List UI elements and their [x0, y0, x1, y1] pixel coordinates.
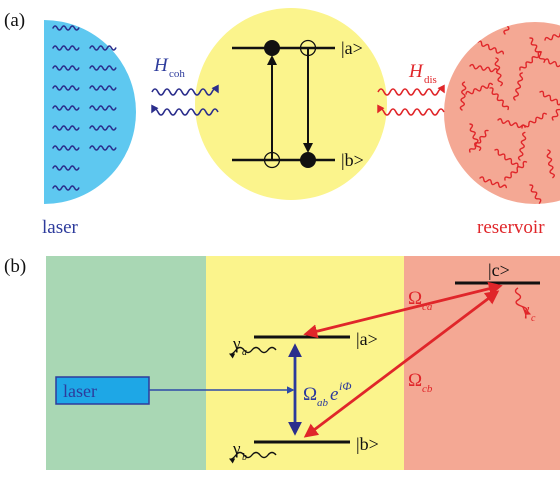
reservoir-thermal-wave: [468, 129, 489, 153]
gamma-c-subscript: c: [531, 313, 536, 324]
reservoir-thermal-wave: [539, 90, 560, 107]
level-b-label-b: |b>: [356, 434, 379, 454]
coherent-coupling-waves: [151, 84, 219, 116]
empty-state-a: [299, 39, 317, 57]
h-coh-subscript: coh: [169, 68, 185, 80]
panel-a-label: (a): [4, 10, 25, 31]
reservoir-thermal-wave: [519, 50, 543, 71]
dissipative-wave-left: [377, 104, 445, 116]
laser-photon-wave: [52, 85, 80, 91]
reservoir-thermal-wave: [497, 118, 526, 129]
omega-ab-subscript: ab: [317, 397, 329, 409]
level-a-label: |a>: [341, 38, 363, 58]
reservoir-thermal-waves: [459, 22, 560, 204]
empty-state-b: [263, 151, 281, 169]
reservoir-thermal-wave: [521, 112, 547, 129]
laser-box: [55, 376, 150, 405]
gamma-a-subscript: a: [242, 347, 247, 358]
panel-b-label: (b): [4, 256, 26, 277]
laser-photon-wave: [52, 105, 80, 111]
reservoir-thermal-wave: [529, 184, 546, 204]
laser-photon-wave: [89, 125, 117, 131]
laser-photon-wave: [52, 145, 80, 151]
reservoir-thermal-wave: [517, 131, 527, 161]
coherent-wave-right: [151, 84, 219, 96]
laser-photon-wave: [52, 25, 80, 31]
green-region: [46, 256, 206, 470]
reservoir-thermal-wave: [544, 58, 560, 71]
reservoir-thermal-wave: [469, 123, 482, 152]
laser-photon-waves: [52, 25, 117, 191]
filled-electron-b: [300, 152, 316, 168]
reservoir-thermal-wave: [477, 40, 505, 55]
dissipative-wave-right: [377, 84, 445, 96]
omega-ca-label: Ω ca: [408, 288, 433, 313]
omega-cb-symbol: Ω: [408, 370, 422, 391]
h-coh-label: H coh: [153, 55, 185, 80]
laser-photon-wave: [52, 185, 80, 191]
reservoir-thermal-wave: [489, 87, 510, 111]
decay-gamma-a-wave: [228, 346, 277, 359]
dissipative-coupling-waves: [377, 84, 445, 116]
omega-ca-subscript: ca: [422, 301, 433, 313]
reservoir-thermal-wave: [494, 57, 503, 87]
reservoir-thermal-wave: [546, 149, 555, 179]
laser-photon-wave: [52, 125, 80, 131]
reservoir-disk: [444, 22, 560, 204]
gamma-c-symbol: γ: [521, 300, 530, 319]
reservoir-thermal-wave: [551, 95, 560, 121]
filled-electron-a: [264, 40, 280, 56]
reservoir-thermal-wave: [504, 160, 528, 181]
h-dis-label: H dis: [408, 61, 437, 86]
reservoir-label: reservoir: [477, 217, 545, 238]
salmon-region: [404, 256, 560, 470]
reservoir-thermal-wave: [529, 37, 546, 63]
level-c-label: |c>: [488, 260, 510, 280]
reservoir-thermal-wave: [465, 82, 494, 95]
laser-photon-wave: [89, 45, 117, 51]
gamma-a-symbol: γ: [232, 334, 241, 353]
laser-photon-wave: [89, 65, 117, 71]
reservoir-thermal-wave: [503, 22, 516, 35]
omega-ab-symbol: Ω: [303, 384, 317, 405]
gamma-b-subscript: b: [242, 452, 247, 463]
atom-disk: [195, 8, 387, 200]
laser-photon-wave: [89, 105, 117, 111]
laser-photon-wave: [89, 85, 117, 91]
h-dis-symbol: H: [408, 61, 424, 82]
laser-photon-wave: [52, 65, 80, 71]
level-a-label-b: |a>: [356, 329, 378, 349]
decay-gamma-b-wave: [228, 451, 277, 464]
omega-ab-exponent: iΦ: [339, 379, 351, 393]
omega-cb-label: Ω cb: [408, 370, 433, 395]
laser-label: laser: [42, 217, 79, 238]
decay-gamma-c-wave: [514, 287, 532, 315]
omega-cb-arrow: [303, 290, 500, 438]
gamma-c-label: γ c: [521, 300, 536, 324]
laser-photon-wave: [89, 145, 117, 151]
reservoir-thermal-wave: [469, 63, 499, 73]
h-coh-symbol: H: [153, 55, 169, 76]
laser-photon-wave: [52, 165, 80, 171]
gamma-b-symbol: γ: [232, 439, 241, 458]
omega-cb-subscript: cb: [422, 383, 433, 395]
h-dis-subscript: dis: [424, 74, 437, 86]
gamma-a-label: γ a: [232, 334, 247, 358]
laser-photon-wave: [52, 45, 80, 51]
omega-ab-exp-base: e: [330, 384, 338, 405]
laser-source-halfdisk: [44, 20, 136, 204]
reservoir-thermal-wave: [513, 72, 524, 101]
laser-box-label: laser: [63, 381, 97, 401]
level-b-label: |b>: [341, 150, 364, 170]
omega-ca-symbol: Ω: [408, 288, 422, 309]
reservoir-thermal-wave: [544, 28, 560, 41]
reservoir-thermal-wave: [479, 176, 508, 189]
gamma-b-label: γ b: [232, 439, 247, 463]
reservoir-thermal-wave: [494, 148, 519, 167]
coherent-wave-left: [151, 104, 219, 116]
reservoir-thermal-wave: [459, 81, 467, 111]
